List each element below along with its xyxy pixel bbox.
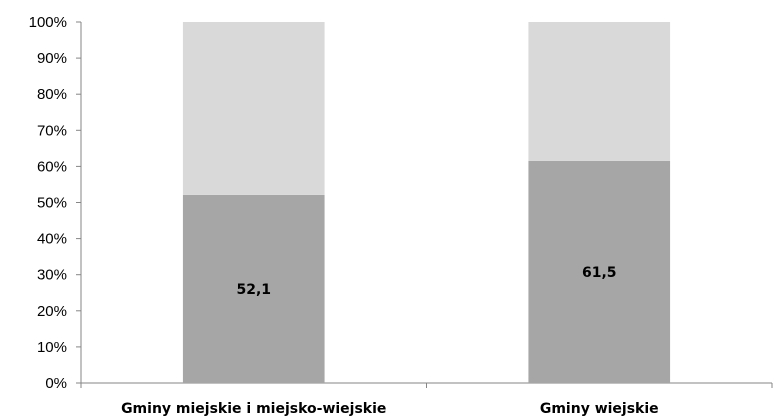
y-tick-label: 100% [29, 14, 67, 31]
y-tick-label: 10% [37, 339, 67, 356]
y-tick-label: 40% [37, 231, 67, 248]
data-labels: 52,1 61,5 [236, 265, 616, 298]
x-axis: Gminy miejskie i miejsko-wiejskie Gminy w… [80, 382, 773, 417]
bar-segment [528, 160, 671, 383]
y-tick-label: 0% [45, 375, 67, 392]
bar-segment [182, 22, 325, 195]
y-tick-label: 70% [37, 122, 67, 139]
bar-data-label: 61,5 [582, 265, 617, 281]
bar-data-label: 52,1 [236, 282, 271, 298]
bar-segment [182, 194, 325, 383]
y-tick-label: 30% [37, 267, 67, 284]
y-tick-label: 60% [37, 158, 67, 175]
x-category-label: Gminy miejskie i miejsko-wiejskie [121, 401, 386, 417]
bars [182, 22, 671, 383]
y-tick-label: 20% [37, 303, 67, 320]
x-category-label: Gminy wiejskie [540, 401, 659, 417]
y-tick-label: 90% [37, 50, 67, 67]
y-axis: 0% 10% 20% 30% 40% 50% 60% 70% 80% 90% 100% [29, 14, 82, 392]
y-tick-label: 50% [37, 195, 67, 212]
y-tick-label: 80% [37, 86, 67, 103]
bar-segment [528, 22, 671, 161]
